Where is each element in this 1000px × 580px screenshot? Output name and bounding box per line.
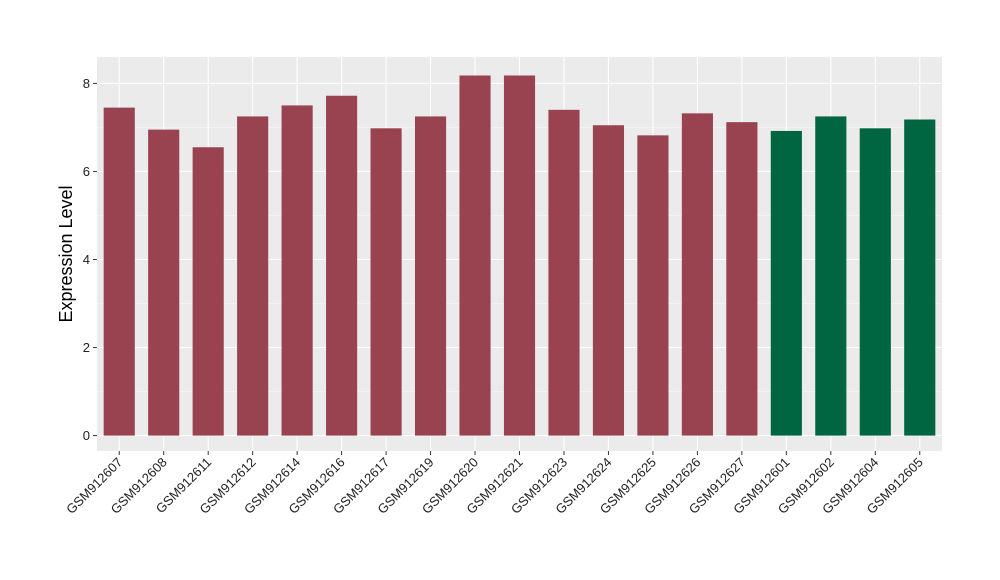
bar-GSM912612	[237, 116, 269, 436]
bar-GSM912627	[726, 122, 758, 436]
bar-GSM912624	[592, 125, 625, 436]
y-tick-label: 2	[83, 340, 90, 355]
bar-GSM912601	[770, 130, 802, 436]
y-tick-label: 0	[83, 428, 90, 443]
bar-GSM912619	[414, 116, 447, 436]
y-tick-label: 6	[83, 164, 90, 179]
y-tick-label: 8	[83, 76, 90, 91]
bars-group	[103, 75, 936, 436]
bar-GSM912623	[548, 109, 580, 436]
bar-GSM912604	[859, 128, 891, 436]
bar-GSM912602	[815, 116, 847, 436]
bar-GSM912611	[192, 147, 224, 436]
bar-GSM912620	[459, 75, 491, 436]
bar-GSM912621	[503, 75, 536, 436]
y-axis: 0 2 4 6 8	[83, 76, 97, 443]
bar-GSM912614	[281, 105, 313, 436]
bar-GSM912608	[148, 129, 180, 436]
x-axis: GSM912607GSM912608GSM912611GSM912612GSM9…	[63, 451, 926, 517]
bar-GSM912607	[103, 107, 135, 436]
y-tick-label: 4	[83, 252, 90, 267]
bar-GSM912626	[681, 113, 713, 436]
bar-GSM912625	[637, 135, 669, 436]
y-axis-title: Expression Level	[56, 185, 76, 322]
bar-GSM912617	[370, 128, 402, 436]
bar-GSM912616	[326, 95, 358, 436]
bar-GSM912605	[904, 119, 936, 436]
